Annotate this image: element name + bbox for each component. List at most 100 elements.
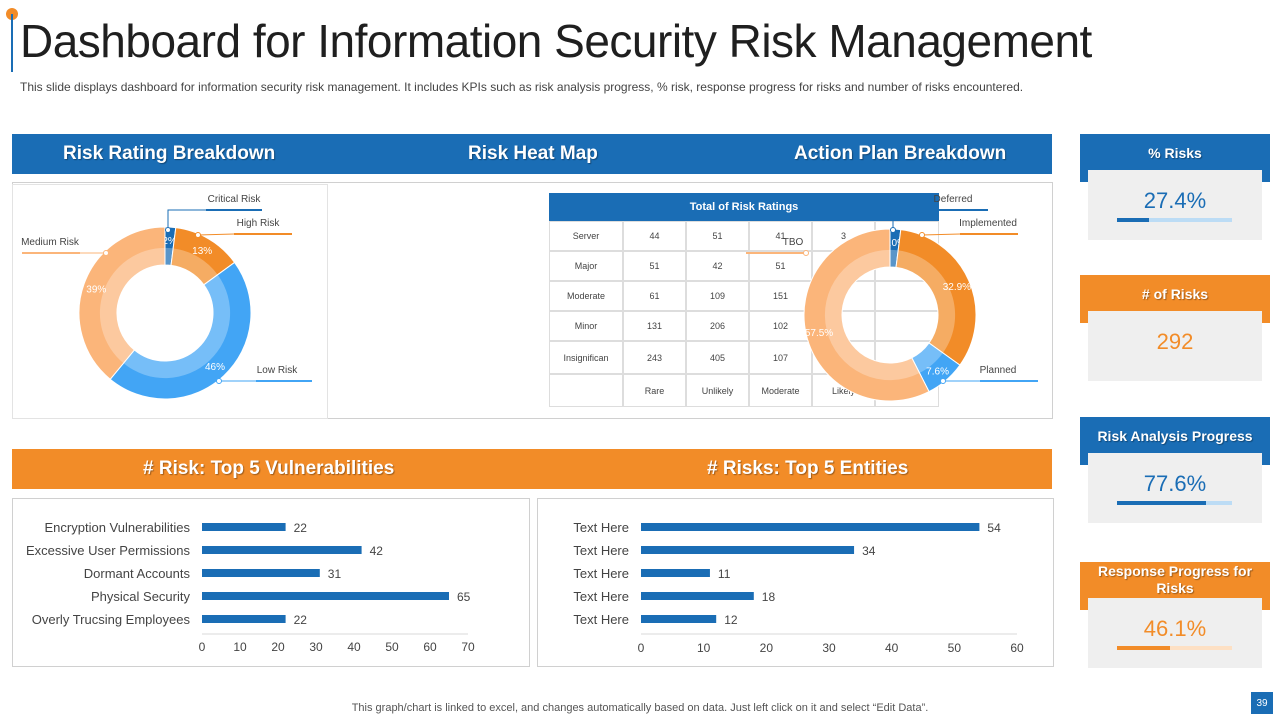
bar-value-label: 22 xyxy=(294,613,308,627)
kpi-value: 27.4% xyxy=(1143,188,1207,213)
donut-leader-dot xyxy=(216,378,222,384)
kpi-card-of-risks: 292 xyxy=(1088,311,1262,381)
donut-leader-dot xyxy=(890,227,896,233)
heat-map-heading: Risk Heat Map xyxy=(468,143,598,164)
donut-value-label: 13% xyxy=(192,246,212,257)
x-tick-label: 50 xyxy=(948,641,962,655)
bar-category-label: Encryption Vulnerabilities xyxy=(45,520,191,535)
kpi-value: 292 xyxy=(1156,329,1194,354)
x-tick-label: 0 xyxy=(199,640,206,654)
donut-value-label: 39% xyxy=(86,284,106,295)
donut-slice-inner-high-risk xyxy=(171,248,218,285)
risk-top-5-vulnerabilities-chart: Encryption Vulnerabilities 22 Excessive Us… xyxy=(26,520,475,654)
heat-cell: 102 xyxy=(749,311,812,341)
donut-slice-inner-medium-risk xyxy=(99,247,165,364)
kpi-progress-track xyxy=(1117,501,1232,505)
donut-slice-medium-risk xyxy=(78,226,166,380)
donut-slice-implemented xyxy=(895,229,977,366)
bar-excessive-user-permissions xyxy=(202,546,362,554)
heat-cell: 51 xyxy=(623,251,686,281)
kpi-progress-fill xyxy=(1117,501,1207,505)
donut-category-label: High Risk xyxy=(237,218,281,229)
kpi-progress-track xyxy=(1117,218,1232,222)
heat-cell: 51 xyxy=(686,221,749,251)
donut-slice-tbo xyxy=(803,228,930,402)
action-plan-heading: Action Plan Breakdown xyxy=(794,143,1007,164)
x-tick-label: 10 xyxy=(697,641,711,655)
bar-text-here xyxy=(641,569,710,577)
donut-slice-low-risk xyxy=(109,261,252,400)
heat-column-label: Rare xyxy=(623,374,686,407)
bar-value-label: 34 xyxy=(862,544,876,558)
heat-cell: 206 xyxy=(686,311,749,341)
bar-text-here xyxy=(641,592,754,600)
bar-value-label: 18 xyxy=(762,590,776,604)
bar-category-label: Overly Trucsing Employees xyxy=(32,612,191,627)
kpi-tabs xyxy=(1080,453,1270,465)
bar-value-label: 31 xyxy=(328,567,342,581)
bar-category-label: Physical Security xyxy=(91,589,190,604)
bar-encryption-vulnerabilities xyxy=(202,523,286,531)
bar-value-label: 65 xyxy=(457,590,471,604)
kpi-value: 77.6% xyxy=(1143,471,1207,496)
kpi-tabs xyxy=(1080,311,1270,323)
bar-value-label: 11 xyxy=(718,567,731,581)
heat-cell: 51 xyxy=(749,251,812,281)
kpi-progress-track xyxy=(1117,646,1232,650)
bar-value-label: 54 xyxy=(987,521,1001,535)
heat-cell: 44 xyxy=(623,221,686,251)
kpi-card-risks: 27.4% xyxy=(1088,170,1262,240)
heat-column-label: Unlikely xyxy=(686,374,749,407)
bar-category-label: Text Here xyxy=(573,589,629,604)
kpi-progress-fill xyxy=(1117,218,1149,222)
heat-cell: 405 xyxy=(686,341,749,374)
donut-value-label: 32.9% xyxy=(943,282,971,293)
bar-text-here xyxy=(641,546,855,554)
donut-category-label: Deferred xyxy=(934,194,973,205)
donut-slice-inner-implemented xyxy=(896,250,956,353)
vulnerabilities-heading: # Risk: Top 5 Vulnerabilities xyxy=(143,458,395,479)
x-tick-label: 40 xyxy=(347,640,361,654)
bar-text-here xyxy=(641,523,980,531)
donut-leader-dot xyxy=(195,232,201,238)
donut-category-label: Planned xyxy=(980,365,1017,376)
x-tick-label: 10 xyxy=(233,640,247,654)
bar-category-label: Text Here xyxy=(573,612,629,627)
donut-leader-dot xyxy=(919,232,925,238)
risks-top-5-entities-chart: Text Here 54 Text Here 34 Text Here 11 Text He… xyxy=(573,520,1024,655)
heat-row-label: Moderate xyxy=(549,281,623,311)
donut-leader-dot xyxy=(940,378,946,384)
bar-category-label: Excessive User Permissions xyxy=(26,543,190,558)
x-tick-label: 70 xyxy=(461,640,475,654)
heat-cell: 243 xyxy=(623,341,686,374)
donut-leader-line xyxy=(197,233,235,236)
donut-category-label: Implemented xyxy=(959,218,1017,229)
donut-value-label: 7.6% xyxy=(926,366,949,377)
bar-physical-security xyxy=(202,592,449,600)
donut-slice-inner-tbo xyxy=(824,249,920,381)
bar-value-label: 12 xyxy=(724,613,738,627)
x-tick-label: 60 xyxy=(1010,641,1024,655)
heat-column-label: Moderate xyxy=(749,374,812,407)
kpi-value: 46.1% xyxy=(1143,616,1207,641)
kpi-tabs xyxy=(1080,170,1270,182)
page-number: 39 xyxy=(1251,692,1273,714)
bottom-section-band: # Risk: Top 5 Vulnerabilities # Risks: T… xyxy=(12,449,1052,489)
page-subtitle: This slide displays dashboard for inform… xyxy=(20,80,1024,94)
bar-overly-trucsing-employees xyxy=(202,615,286,623)
kpi-card-response-progress-for-risks: 46.1% xyxy=(1088,598,1262,668)
heat-row-label: Minor xyxy=(549,311,623,341)
x-tick-label: 20 xyxy=(760,641,774,655)
heat-row-label: Insignifican xyxy=(549,341,623,374)
donut-leader-line xyxy=(892,209,930,230)
donut-slice-inner-low-risk xyxy=(123,274,231,379)
donut-value-label: 57.5% xyxy=(805,328,833,339)
donut-leader-dot xyxy=(103,250,109,256)
kpi-tabs xyxy=(1080,598,1270,610)
heat-cell: 41 xyxy=(749,221,812,251)
heat-cell: 61 xyxy=(623,281,686,311)
footer-note: This graph/chart is linked to excel, and… xyxy=(351,702,929,714)
heat-row-label: Server xyxy=(549,221,623,251)
kpi-progress-fill xyxy=(1117,646,1170,650)
donut-leader-dot xyxy=(165,227,171,233)
